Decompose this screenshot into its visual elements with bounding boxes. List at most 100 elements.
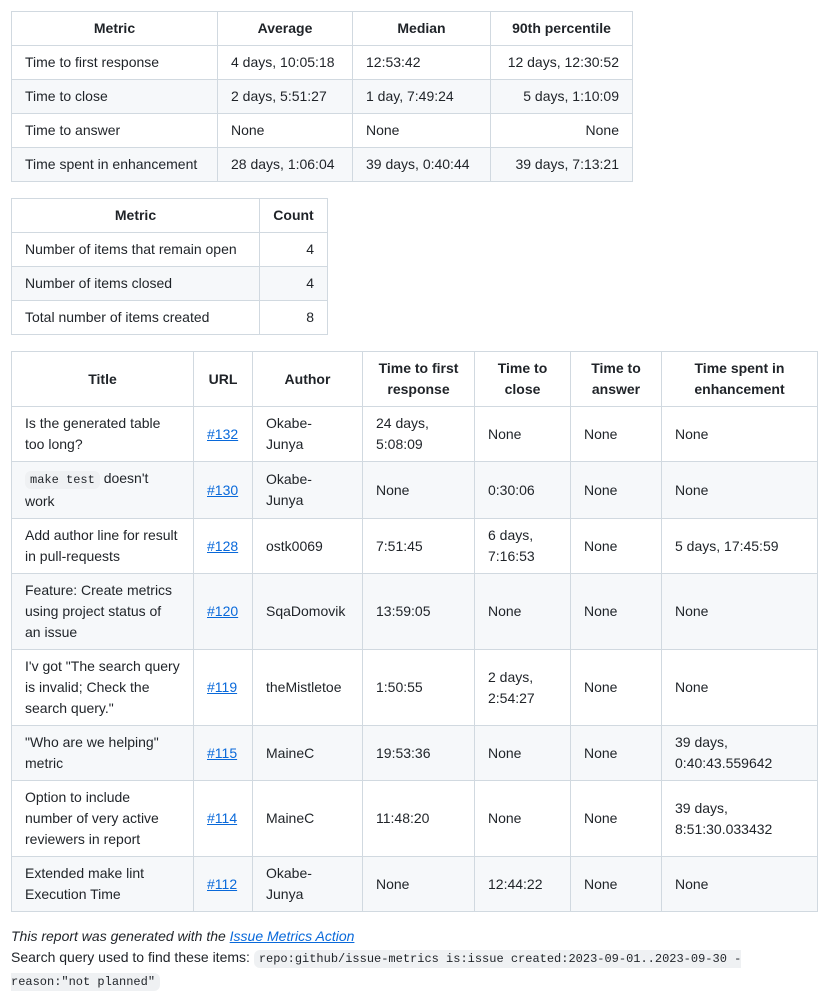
column-header: Median [352,11,491,46]
title-cell: Extended make lint Execution Time [11,856,194,912]
issue-link[interactable]: #130 [207,481,239,498]
first-cell: 13:59:05 [362,573,475,650]
table-row: Total number of items created 8 [11,300,328,335]
close-cell: None [474,780,571,857]
issue-row: make test doesn't work #130 Okabe-Junya Non… [11,461,818,519]
enh-cell: None [661,649,818,726]
column-header: URL [193,351,253,407]
title-cell: Feature: Create metrics using project st… [11,573,194,650]
issue-title: I'v got "The search query is invalid; Ch… [25,658,180,716]
enh-cell: 39 days, 8:51:30.033432 [661,780,818,857]
issue-link[interactable]: #132 [207,425,239,442]
author-cell: ostk0069 [252,518,363,574]
issue-title: Add author line for result in pull-reque… [25,527,178,564]
count-table: Metric Count Number of items that remain o… [11,198,328,335]
table-row: Time to first response 4 days, 10:05:18 12… [11,45,633,80]
table-cell: Number of items closed [11,266,260,301]
issue-row: "Who are we helping" metric #115 MaineC 19:… [11,725,818,781]
report-footer: This report was generated with the Issue… [11,926,816,993]
column-header: Average [217,11,353,46]
items-table: Title URL Author Time to first response Time… [11,351,818,912]
answer-cell: None [570,856,662,912]
table-row: Time to close 2 days, 5:51:27 1 day, 7:49:… [11,79,633,114]
answer-cell: None [570,649,662,726]
column-header: Time to close [474,351,571,407]
table-cell: 39 days, 7:13:21 [490,147,633,182]
answer-cell: None [570,518,662,574]
table-cell: 4 days, 10:05:18 [217,45,353,80]
column-header: Time spent in enhancement [661,351,818,407]
column-header: Count [259,198,328,233]
table-cell: 8 [259,300,328,335]
table-cell: 1 day, 7:49:24 [352,79,491,114]
table-cell: None [217,113,353,148]
table-cell: 12:53:42 [352,45,491,80]
table-cell: None [352,113,491,148]
issue-link[interactable]: #114 [207,810,238,826]
title-cell: I'v got "The search query is invalid; Ch… [11,649,194,726]
table-cell: None [490,113,633,148]
generated-note: This report was generated with the Issue… [11,928,355,944]
first-cell: None [362,856,475,912]
author-cell: Okabe-Junya [252,461,363,519]
issue-title: "Who are we helping" metric [25,734,159,771]
issue-title: Feature: Create metrics using project st… [25,582,173,640]
issue-link[interactable]: #112 [207,875,238,892]
author-cell: Okabe-Junya [252,406,363,462]
close-cell: None [474,573,571,650]
url-cell: #115 [193,725,253,781]
table-cell: 2 days, 5:51:27 [217,79,353,114]
title-cell: "Who are we helping" metric [11,725,194,781]
author-cell: theMistletoe [252,649,363,726]
enh-cell: None [661,856,818,912]
close-cell: 2 days, 2:54:27 [474,649,571,726]
column-header: 90th percentile [490,11,633,46]
close-cell: 12:44:22 [474,856,571,912]
column-header: Time to answer [570,351,662,407]
title-cell: Option to include number of very active … [11,780,194,857]
author-cell: MaineC [252,725,363,781]
author-cell: Okabe-Junya [252,856,363,912]
close-cell: 6 days, 7:16:53 [474,518,571,574]
table-row: Number of items that remain open 4 [11,232,328,267]
column-header: Title [11,351,194,407]
title-cell: Is the generated table too long? [11,406,194,462]
first-cell: 19:53:36 [362,725,475,781]
table-cell: Time to first response [11,45,218,80]
answer-cell: None [570,406,662,462]
issue-link[interactable]: #120 [207,603,239,619]
close-cell: None [474,406,571,462]
issue-row: Option to include number of very active … [11,780,818,857]
url-cell: #114 [193,780,253,857]
issue-row: Extended make lint Execution Time #112 Oka… [11,856,818,912]
table-cell: 39 days, 0:40:44 [352,147,491,182]
enh-cell: 5 days, 17:45:59 [661,518,818,574]
issue-title: Extended make lint Execution Time [25,865,145,902]
table-cell: Number of items that remain open [11,232,260,267]
url-cell: #132 [193,406,253,462]
table-cell: Time spent in enhancement [11,147,218,182]
table-row: Time to answer None None None [11,113,633,148]
close-cell: 0:30:06 [474,461,571,519]
issue-title: Is the generated table too long? [25,415,161,452]
column-header: Metric [11,198,260,233]
table-row: Time spent in enhancement 28 days, 1:06:0… [11,147,633,182]
url-cell: #128 [193,518,253,574]
column-header: Metric [11,11,218,46]
issue-link[interactable]: #128 [207,537,239,554]
table-cell: 4 [259,266,328,301]
table-cell: 28 days, 1:06:04 [217,147,353,182]
issue-row: Add author line for result in pull-reque… [11,518,818,574]
issue-metrics-action-link[interactable]: Issue Metrics Action [229,928,355,944]
inline-code: make test [25,471,100,489]
issue-row: Feature: Create metrics using project st… [11,573,818,650]
table-cell: 5 days, 1:10:09 [490,79,633,114]
issue-link[interactable]: #119 [207,679,238,695]
issue-row: Is the generated table too long? #132 Okab… [11,406,818,462]
first-cell: 24 days, 5:08:09 [362,406,475,462]
first-cell: 7:51:45 [362,518,475,574]
answer-cell: None [570,780,662,857]
issue-link[interactable]: #115 [207,744,238,761]
url-cell: #130 [193,461,253,519]
author-cell: SqaDomovik [252,573,363,650]
